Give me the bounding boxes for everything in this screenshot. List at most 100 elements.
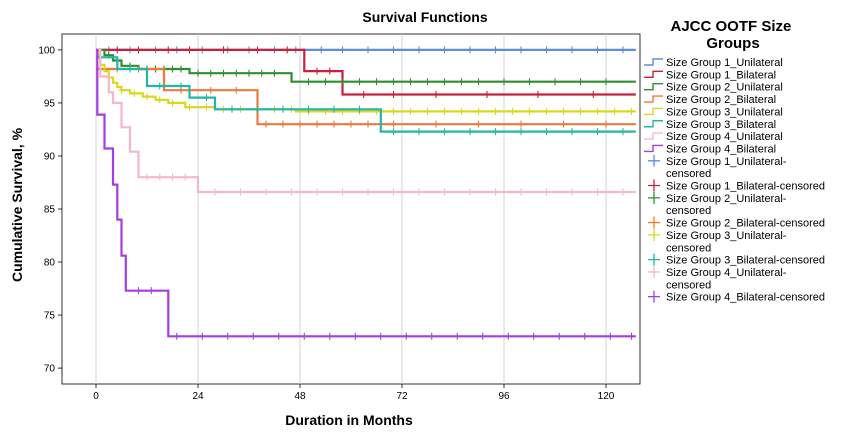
censor-mark-size-group-1-unilateral-20 (594, 46, 601, 54)
censor-mark-size-group-4-bilateral-0 (135, 287, 142, 295)
censor-mark-size-group-2-bilateral-9 (331, 120, 337, 128)
censor-mark-size-group-1-bilateral-5 (254, 46, 261, 54)
censor-mark-size-group-3-unilateral-32 (628, 107, 635, 115)
censor-mark-size-group-2-bilateral-6 (280, 120, 286, 128)
legend-label: Size Group 4_Bilateral (666, 143, 776, 155)
y-tick-label-80: 80 (44, 258, 56, 269)
censor-mark-size-group-2-unilateral-11 (233, 69, 240, 77)
legend-line-swatch (644, 107, 663, 116)
censor-mark-size-group-2-unilateral-23 (441, 78, 448, 86)
censor-mark-size-group-1-bilateral-6 (284, 46, 291, 54)
series-size-group-3-unilateral (96, 48, 636, 115)
censor-mark-size-group-4-unilateral-10 (365, 188, 371, 196)
censor-mark-size-group-4-unilateral-19 (594, 188, 601, 196)
censor-mark-size-group-4-unilateral-9 (339, 188, 346, 196)
chart-title: Survival Functions (362, 9, 487, 25)
censor-mark-size-group-3-bilateral-8 (331, 105, 337, 113)
censor-mark-size-group-2-unilateral-18 (356, 78, 363, 86)
legend-label: Size Group 3_Bilateral-censored (666, 255, 825, 267)
censor-mark-size-group-1-unilateral-17 (518, 46, 524, 54)
censor-mark-size-group-2-bilateral-17 (603, 120, 609, 128)
legend-line-swatch (644, 58, 663, 66)
censor-mark-size-group-2-unilateral-8 (195, 69, 201, 77)
censor-mark-size-group-2-bilateral-7 (297, 120, 303, 128)
censor-mark-size-group-3-unilateral-4 (156, 96, 163, 104)
censor-mark-size-group-3-unilateral-23 (475, 107, 482, 115)
legend-line-swatch (644, 83, 663, 91)
censor-mark-size-group-4-unilateral-3 (182, 173, 189, 181)
legend-label: Size Group 4_Bilateral-censored (666, 292, 825, 304)
legend-label: Size Group 4_Unilateral (666, 131, 783, 143)
censor-mark-size-group-4-unilateral-4 (212, 188, 218, 196)
legend-item-size-group-2-unilateral: Size Group 2_Unilateral (644, 82, 783, 94)
censor-mark-size-group-3-unilateral-19 (407, 107, 414, 115)
legend-label: Size Group 2_Unilateral (666, 82, 783, 94)
censor-mark-size-group-4-unilateral-1 (156, 173, 163, 181)
censor-mark-size-group-4-bilateral-13 (454, 332, 461, 340)
y-tick-label-90: 90 (44, 151, 56, 162)
censor-mark-size-group-2-unilateral-21 (407, 78, 414, 86)
legend-title-line-1: AJCC OOTF Size (670, 18, 791, 35)
x-tick-label-72: 72 (396, 391, 408, 402)
censor-mark-size-group-3-unilateral-24 (492, 107, 499, 115)
censor-mark-size-group-1-bilateral-8 (326, 67, 333, 75)
legend-censor-swatch (648, 154, 660, 167)
censor-mark-size-group-3-bilateral-11 (416, 128, 422, 136)
censor-mark-size-group-3-unilateral-28 (560, 107, 567, 115)
censor-mark-size-group-4-bilateral-4 (224, 332, 231, 340)
censor-mark-size-group-1-bilateral-2 (165, 46, 172, 54)
legend-item-size-group-2-bilateral: Size Group 2_Bilateral (644, 94, 776, 106)
censor-mark-size-group-4-unilateral-20 (620, 188, 626, 196)
censor-mark-size-group-3-unilateral-26 (526, 107, 533, 115)
censor-mark-size-group-2-unilateral-16 (322, 78, 329, 86)
censor-mark-size-group-1-unilateral-14 (441, 46, 448, 54)
censor-mark-size-group-2-unilateral-22 (424, 78, 431, 86)
censor-mark-size-group-4-bilateral-9 (352, 332, 359, 340)
censor-mark-size-group-3-unilateral-3 (144, 93, 150, 101)
censor-mark-size-group-4-bilateral-18 (581, 332, 588, 340)
censor-mark-size-group-4-bilateral-12 (428, 332, 435, 340)
censor-mark-size-group-2-unilateral-17 (339, 78, 346, 86)
legend-item-size-group-4-bilateral-censored: Size Group 4_Bilateral-censored (648, 290, 825, 304)
legend-title-line-2: Groups (706, 35, 759, 52)
censor-mark-size-group-4-unilateral-5 (237, 188, 244, 196)
legend-censor-swatch (648, 216, 660, 229)
censor-mark-size-group-1-unilateral-15 (467, 46, 473, 54)
censor-mark-size-group-1-bilateral-12 (484, 90, 490, 98)
censor-mark-size-group-3-bilateral-4 (229, 105, 235, 113)
legend-label: Size Group 2_Bilateral-censored (666, 218, 825, 230)
censor-mark-size-group-4-unilateral-7 (288, 188, 295, 196)
censor-mark-size-group-4-unilateral-11 (390, 188, 397, 196)
legend-item-size-group-3-bilateral: Size Group 3_Bilateral (644, 119, 776, 131)
x-axis-title: Duration in Months (285, 412, 413, 428)
censor-mark-size-group-4-unilateral-6 (263, 188, 269, 196)
censor-mark-size-group-3-bilateral-9 (356, 105, 363, 113)
censor-mark-size-group-1-bilateral-14 (590, 90, 597, 98)
censor-mark-size-group-4-bilateral-17 (556, 332, 563, 340)
censor-mark-size-group-2-unilateral-10 (220, 69, 227, 77)
y-tick-label-85: 85 (44, 205, 56, 216)
censor-mark-size-group-4-bilateral-2 (173, 332, 180, 340)
censor-mark-size-group-2-unilateral-24 (458, 78, 465, 86)
censor-mark-size-group-2-unilateral-14 (271, 69, 278, 77)
censor-mark-size-group-4-unilateral-8 (314, 188, 320, 196)
censor-mark-size-group-1-bilateral-11 (433, 90, 439, 98)
censor-mark-size-group-2-bilateral-4 (233, 86, 240, 94)
censor-mark-size-group-3-unilateral-2 (131, 89, 138, 97)
censor-mark-size-group-1-unilateral-19 (569, 46, 575, 54)
censor-mark-size-group-4-bilateral-3 (199, 332, 206, 340)
legend-item-size-group-2-unilateral-censored: Size Group 2_Unilateral-censored (648, 191, 787, 217)
censor-mark-size-group-3-bilateral-18 (594, 128, 601, 136)
censor-mark-size-group-4-unilateral-17 (543, 188, 550, 196)
censor-mark-size-group-2-bilateral-13 (433, 120, 439, 128)
censor-mark-size-group-3-bilateral-12 (441, 128, 448, 136)
censor-mark-size-group-3-bilateral-15 (518, 128, 524, 136)
legend-label: Size Group 3_Unilateral-censored (666, 230, 787, 254)
censor-mark-size-group-3-bilateral-17 (569, 128, 575, 136)
legend-label: Size Group 1_Unilateral (666, 57, 783, 69)
legend-item-size-group-1-bilateral-censored: Size Group 1_Bilateral-censored (648, 179, 825, 193)
censor-mark-size-group-4-unilateral-14 (467, 188, 473, 196)
censor-mark-size-group-3-unilateral-5 (169, 99, 176, 107)
censor-mark-size-group-1-bilateral-4 (220, 46, 227, 54)
